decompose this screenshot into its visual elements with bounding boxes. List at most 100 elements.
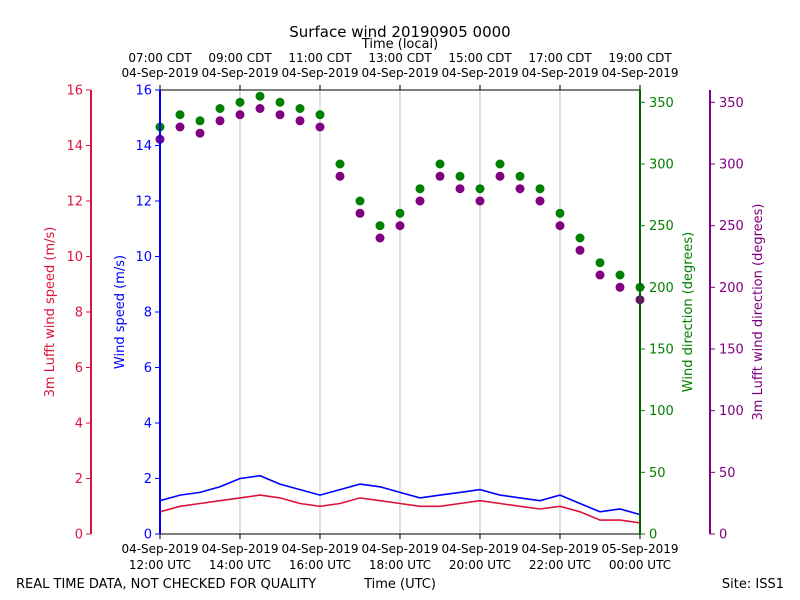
wind-speed-tick-label: 10 xyxy=(135,250,152,265)
lufft-direction-axis: 0 50 100 150 200 250 300 350 xyxy=(710,96,744,543)
3m-lufft-wind-direction-point xyxy=(215,116,225,126)
top-tick-date: 04-Sep-2019 xyxy=(121,66,198,80)
wind-speed-axis-label: Wind speed (m/s) xyxy=(113,255,128,369)
bottom-tick-date: 04-Sep-2019 xyxy=(441,542,518,556)
3m-lufft-wind-direction-point xyxy=(575,245,585,255)
wind-direction-tick-label: 150 xyxy=(649,343,674,358)
3m-lufft-wind-direction-point xyxy=(195,128,205,138)
wind-direction-point xyxy=(575,233,585,243)
chart-title: Surface wind 20190905 0000 xyxy=(289,23,510,41)
lufft-direction-tick-label: 100 xyxy=(719,404,744,419)
wind-direction-point xyxy=(515,171,525,181)
3m-lufft-wind-direction-point xyxy=(295,116,305,126)
3m-lufft-wind-direction-point xyxy=(175,122,185,132)
lufft-direction-tick-label: 0 xyxy=(719,528,727,543)
wind-speed-tick-label: 4 xyxy=(144,417,152,432)
bottom-tick-time: 16:00 UTC xyxy=(289,558,351,572)
top-tick-time: 17:00 CDT xyxy=(528,51,592,65)
3m-lufft-wind-direction-point xyxy=(415,196,425,206)
top-tick-date: 04-Sep-2019 xyxy=(361,66,438,80)
wind-direction-tick-label: 250 xyxy=(649,219,674,234)
wind-direction-tick-label: 200 xyxy=(649,281,674,296)
lufft-direction-tick-label: 300 xyxy=(719,158,744,173)
wind-direction-axis-label: Wind direction (degrees) xyxy=(681,232,696,392)
top-tick-time: 11:00 CDT xyxy=(288,51,352,65)
wind-direction-point xyxy=(595,258,605,268)
3m-lufft-wind-direction-point xyxy=(455,184,465,194)
bottom-tick-time: 22:00 UTC xyxy=(529,558,591,572)
wind-direction-point xyxy=(455,171,465,181)
top-tick-time: 09:00 CDT xyxy=(208,51,272,65)
3m-lufft-wind-direction-point xyxy=(275,110,285,120)
wind-direction-tick-label: 300 xyxy=(649,158,674,173)
bottom-time-axis: 04-Sep-2019 12:00 UTC 04-Sep-2019 14:00 UTC… xyxy=(121,534,679,572)
wind-direction-axis: 0 50 100 150 200 250 300 350 xyxy=(640,96,674,543)
wind-direction-point xyxy=(375,221,385,231)
3m-lufft-wind-direction-point xyxy=(355,208,365,218)
lufft-speed-tick-label: 4 xyxy=(75,417,83,432)
wind-direction-point xyxy=(195,116,205,126)
lufft-speed-tick-label: 0 xyxy=(75,528,83,543)
top-tick-date: 04-Sep-2019 xyxy=(201,66,278,80)
wind-direction-tick-label: 50 xyxy=(649,466,666,481)
3m-lufft-wind-direction-point xyxy=(375,233,385,243)
wind-direction-point xyxy=(315,110,325,120)
3m-lufft-wind-direction-point xyxy=(235,110,245,120)
wind-speed-tick-label: 16 xyxy=(135,84,152,99)
lufft-speed-axis: 0 2 4 6 8 10 12 14 16 xyxy=(66,84,91,543)
lufft-speed-axis-label: 3m Lufft wind speed (m/s) xyxy=(43,227,58,398)
bottom-tick-date: 04-Sep-2019 xyxy=(121,542,198,556)
top-tick-date: 04-Sep-2019 xyxy=(521,66,598,80)
top-tick-time: 15:00 CDT xyxy=(448,51,512,65)
3m-lufft-wind-direction-point xyxy=(335,171,345,181)
bottom-tick-date: 04-Sep-2019 xyxy=(521,542,598,556)
bottom-tick-date: 04-Sep-2019 xyxy=(281,542,358,556)
quality-footer: REAL TIME DATA, NOT CHECKED FOR QUALITY xyxy=(16,577,316,592)
top-tick-date: 04-Sep-2019 xyxy=(281,66,358,80)
wind-direction-tick-label: 0 xyxy=(649,528,657,543)
wind-direction-point xyxy=(415,184,425,194)
3m-lufft-wind-direction-point xyxy=(555,221,565,231)
3m-lufft-wind-direction-point xyxy=(495,171,505,181)
wind-direction-point xyxy=(235,97,245,107)
3m-lufft-wind-speed-line xyxy=(159,494,641,524)
wind-speed-line xyxy=(159,474,641,516)
bottom-tick-date: 04-Sep-2019 xyxy=(361,542,438,556)
bottom-tick-time: 14:00 UTC xyxy=(209,558,271,572)
wind-direction-point xyxy=(475,184,485,194)
bottom-tick-date: 05-Sep-2019 xyxy=(601,542,678,556)
bottom-tick-time: 00:00 UTC xyxy=(609,558,671,572)
bottom-tick-date: 04-Sep-2019 xyxy=(201,542,278,556)
bottom-tick-time: 20:00 UTC xyxy=(449,558,511,572)
3m-lufft-wind-direction-point xyxy=(615,282,625,292)
lufft-direction-tick-label: 150 xyxy=(719,343,744,358)
wind-speed-tick-label: 2 xyxy=(144,472,152,487)
lufft-direction-tick-label: 50 xyxy=(719,466,736,481)
wind-direction-point xyxy=(535,184,545,194)
x-axis-label: Time (UTC) xyxy=(363,577,436,592)
lufft-speed-tick-label: 2 xyxy=(75,472,83,487)
lufft-speed-tick-label: 12 xyxy=(66,195,83,210)
lufft-speed-tick-label: 14 xyxy=(66,139,83,154)
top-axis-label: Time (local) xyxy=(361,37,438,52)
3m-lufft-wind-direction-point xyxy=(515,184,525,194)
top-tick-time: 19:00 CDT xyxy=(608,51,672,65)
wind-direction-point xyxy=(215,104,225,113)
wind-speed-axis: 0 2 4 6 8 10 12 14 16 xyxy=(135,84,160,543)
wind-speed-tick-label: 14 xyxy=(135,139,152,154)
wind-direction-tick-label: 350 xyxy=(649,96,674,111)
3m-lufft-wind-direction-point xyxy=(475,196,485,206)
wind-speed-tick-label: 6 xyxy=(144,361,152,376)
wind-direction-tick-label: 100 xyxy=(649,404,674,419)
top-tick-date: 04-Sep-2019 xyxy=(601,66,678,80)
wind-direction-point xyxy=(295,104,305,113)
bottom-tick-time: 12:00 UTC xyxy=(129,558,191,572)
top-tick-time: 13:00 CDT xyxy=(368,51,432,65)
3m-lufft-wind-direction-point xyxy=(435,171,445,181)
wind-direction-point xyxy=(175,110,185,120)
lufft-speed-tick-label: 16 xyxy=(66,84,83,99)
wind-speed-tick-label: 12 xyxy=(135,195,152,210)
3m-lufft-wind-direction-point xyxy=(315,122,325,132)
